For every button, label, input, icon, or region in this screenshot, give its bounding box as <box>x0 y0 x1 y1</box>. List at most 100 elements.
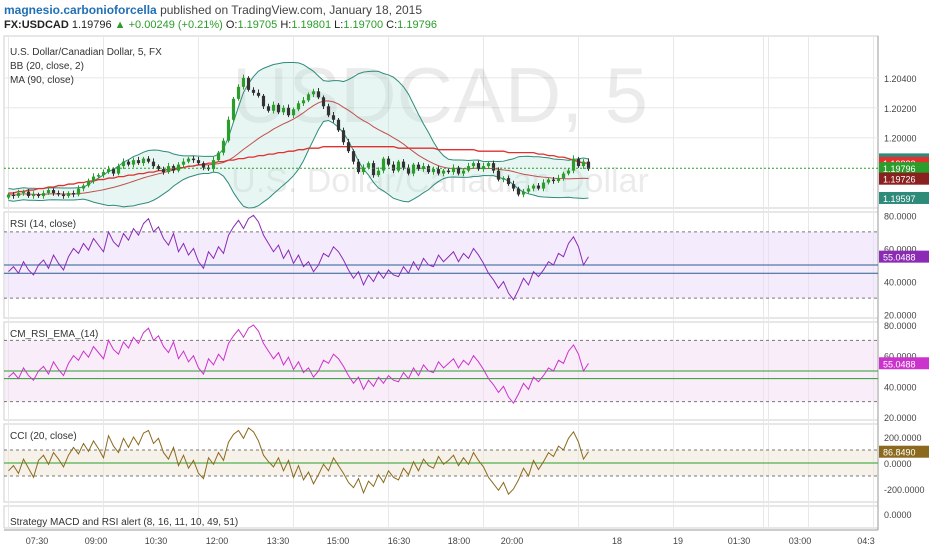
last-price: 1.19796 <box>71 19 112 31</box>
candle-body <box>131 160 136 165</box>
candle-body <box>576 158 581 167</box>
candle-body <box>136 160 141 164</box>
cm_rsi-tick-label: 60.0000 <box>884 352 917 362</box>
candle-body <box>341 130 346 143</box>
price-label-box <box>879 172 929 185</box>
open-label: O: <box>225 19 238 31</box>
close-value: 1.19796 <box>397 19 437 31</box>
time-tick-label: 16:30 <box>388 536 411 546</box>
candle-body <box>111 169 116 174</box>
publish-info: magnesio.carbonioforcella published on T… <box>4 3 422 17</box>
time-tick-label: 04:3 <box>857 536 875 546</box>
candle-body <box>321 97 326 107</box>
candle-body <box>121 161 126 167</box>
candle-body <box>301 100 306 104</box>
candle-body <box>411 164 416 174</box>
candle-body <box>566 170 571 174</box>
candle-body <box>31 194 36 197</box>
candle-body <box>536 185 541 189</box>
candle-body <box>141 158 146 164</box>
candle-body <box>511 184 516 189</box>
candle-body <box>351 151 356 162</box>
candle-body <box>371 163 376 176</box>
candle-body <box>61 194 66 197</box>
candle-body <box>6 194 11 198</box>
candle-body <box>211 160 216 170</box>
candle-body <box>151 161 156 167</box>
candle-body <box>426 166 431 173</box>
candle-body <box>316 91 321 98</box>
high-value: 1.19801 <box>291 19 332 31</box>
candle-body <box>581 161 586 167</box>
time-tick-label: 15:00 <box>327 536 350 546</box>
candle-body <box>441 170 446 174</box>
candle-body <box>281 107 286 113</box>
candle-body <box>261 95 266 107</box>
candle-body <box>186 158 191 162</box>
candle-body <box>521 191 526 195</box>
candle-body <box>431 169 436 173</box>
candle-body <box>356 161 361 173</box>
candle-body <box>96 175 101 177</box>
candle-body <box>446 170 451 173</box>
cci-tick-label: 200.0000 <box>884 433 922 443</box>
candle-body <box>461 170 466 174</box>
rsi-tick-label: 20.0000 <box>884 311 917 321</box>
candle-body <box>191 158 196 161</box>
close-label: C: <box>386 19 398 31</box>
candle-body <box>176 164 181 171</box>
candle-body <box>216 152 221 161</box>
candle-body <box>471 163 476 167</box>
candle-body <box>26 191 31 197</box>
candle-body <box>476 163 481 170</box>
candle-body <box>501 178 506 180</box>
candle-body <box>556 178 561 182</box>
candle-body <box>21 191 26 194</box>
rsi-legend: RSI (14, close) <box>10 219 76 230</box>
time-tick-label: 07:30 <box>26 536 49 546</box>
candle-body <box>531 185 536 189</box>
candle-body <box>271 104 276 111</box>
cci-value-box <box>879 445 929 458</box>
candle-body <box>561 173 566 179</box>
price-tick-label: 1.20000 <box>884 134 917 144</box>
change-arrow-icon: ▲ <box>114 19 126 31</box>
time-tick-label: 18 <box>612 536 622 546</box>
candle-body <box>221 140 226 153</box>
author-link[interactable]: magnesio.carbonioforcella <box>4 3 157 17</box>
time-tick-label: 03:00 <box>789 536 812 546</box>
candle-body <box>101 172 106 176</box>
price-label-text: 1.19597 <box>883 194 916 204</box>
strategy-legend: Strategy MACD and RSI alert (8, 16, 11, … <box>10 517 238 528</box>
candle-body <box>11 194 16 197</box>
price-label-text: 1.19796 <box>883 164 916 174</box>
candle-body <box>456 167 461 174</box>
price-legend-0: U.S. Dollar/Canadian Dollar, 5, FX <box>10 47 162 58</box>
low-value: 1.19700 <box>343 19 384 31</box>
candle-body <box>491 163 496 171</box>
candle-body <box>91 176 96 182</box>
candle-body <box>386 158 391 165</box>
rsi-tick-label: 40.0000 <box>884 278 917 288</box>
price-tick-label: 1.20400 <box>884 74 917 84</box>
cci-line <box>8 427 589 496</box>
cci-tick-label: -200.0000 <box>884 485 925 495</box>
candle-body <box>481 166 486 170</box>
time-tick-label: 18:00 <box>448 536 471 546</box>
candle-body <box>401 161 406 168</box>
cm_rsi-tick-label: 20.0000 <box>884 413 917 423</box>
time-tick-label: 19 <box>673 536 683 546</box>
time-tick-label: 09:00 <box>85 536 108 546</box>
candle-body <box>56 193 61 195</box>
cci-legend: CCI (20, close) <box>10 431 77 442</box>
candle-body <box>126 161 131 165</box>
candle-body <box>266 106 271 111</box>
publish-text: published on TradingView.com, January 18… <box>160 3 423 17</box>
candle-body <box>51 190 56 194</box>
candle-body <box>396 161 401 171</box>
candle-body <box>451 167 456 173</box>
candle-body <box>36 194 41 197</box>
candle-body <box>346 142 351 152</box>
cm_rsi-tick-label: 40.0000 <box>884 382 917 392</box>
